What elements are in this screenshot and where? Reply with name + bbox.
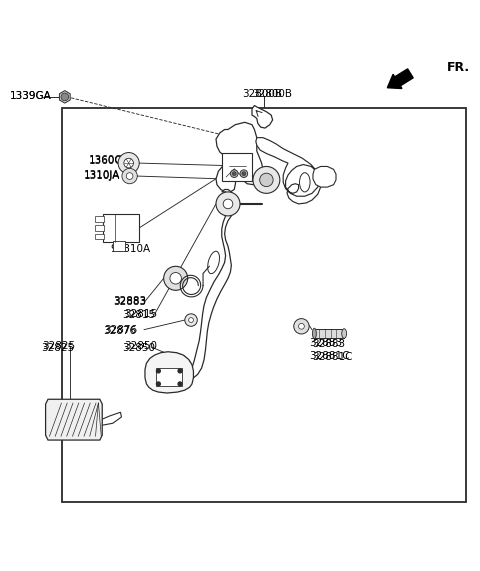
Circle shape: [118, 152, 139, 174]
Circle shape: [124, 158, 133, 168]
Ellipse shape: [312, 328, 316, 339]
Circle shape: [122, 168, 137, 184]
Circle shape: [294, 319, 309, 334]
Polygon shape: [216, 122, 263, 192]
Text: 1310JA: 1310JA: [84, 171, 120, 181]
Bar: [62, 108, 466, 501]
Text: 93810A: 93810A: [110, 244, 151, 254]
Text: FR.: FR.: [446, 61, 469, 74]
Circle shape: [178, 369, 182, 373]
Bar: [95, 234, 104, 239]
Polygon shape: [313, 167, 336, 187]
Text: 32881C: 32881C: [312, 352, 352, 363]
Circle shape: [189, 317, 193, 323]
Bar: [103, 214, 139, 242]
Text: 32850: 32850: [122, 343, 156, 353]
Ellipse shape: [342, 329, 347, 338]
Text: 32815: 32815: [122, 310, 156, 320]
Polygon shape: [252, 106, 273, 128]
Bar: [314, 329, 344, 338]
Text: 1360GH: 1360GH: [89, 155, 131, 165]
Text: 1339GA: 1339GA: [10, 91, 51, 101]
Polygon shape: [98, 412, 121, 425]
Circle shape: [61, 93, 69, 100]
Circle shape: [170, 272, 181, 284]
Text: 32876: 32876: [103, 326, 136, 336]
Circle shape: [299, 323, 304, 329]
Text: 32883: 32883: [113, 297, 146, 307]
Bar: [156, 368, 182, 387]
Circle shape: [126, 172, 133, 179]
Bar: [113, 242, 125, 251]
Polygon shape: [60, 91, 70, 103]
Polygon shape: [46, 399, 102, 440]
Polygon shape: [153, 190, 235, 383]
Text: 32876: 32876: [105, 325, 138, 335]
Circle shape: [223, 199, 233, 208]
Circle shape: [260, 173, 273, 187]
Circle shape: [156, 369, 160, 373]
Circle shape: [240, 170, 248, 178]
Text: 32850: 32850: [124, 341, 157, 352]
Circle shape: [216, 192, 240, 216]
Circle shape: [185, 314, 197, 326]
Text: 32800B: 32800B: [242, 89, 282, 99]
Circle shape: [164, 266, 188, 290]
Text: 32815: 32815: [124, 309, 157, 319]
Circle shape: [242, 172, 246, 175]
Bar: [95, 216, 104, 222]
Bar: [222, 153, 252, 181]
Circle shape: [232, 172, 236, 175]
Ellipse shape: [300, 172, 310, 192]
Text: 1310JA: 1310JA: [84, 170, 120, 180]
Text: 32825: 32825: [41, 343, 74, 353]
Ellipse shape: [208, 251, 219, 274]
Circle shape: [178, 382, 182, 386]
Polygon shape: [256, 138, 321, 204]
Circle shape: [230, 170, 238, 178]
Text: 32800B: 32800B: [252, 89, 292, 99]
Text: 32883: 32883: [310, 338, 343, 348]
Text: 32883: 32883: [312, 339, 345, 349]
Text: 32825: 32825: [42, 341, 75, 352]
Circle shape: [253, 167, 280, 194]
Circle shape: [156, 382, 160, 386]
Text: 32883: 32883: [113, 296, 146, 306]
Polygon shape: [145, 352, 193, 393]
Text: 32881C: 32881C: [310, 351, 350, 361]
Bar: [95, 225, 104, 231]
Text: 1339GA: 1339GA: [10, 91, 51, 101]
FancyArrow shape: [387, 69, 413, 89]
Text: 1360GH: 1360GH: [89, 156, 131, 166]
